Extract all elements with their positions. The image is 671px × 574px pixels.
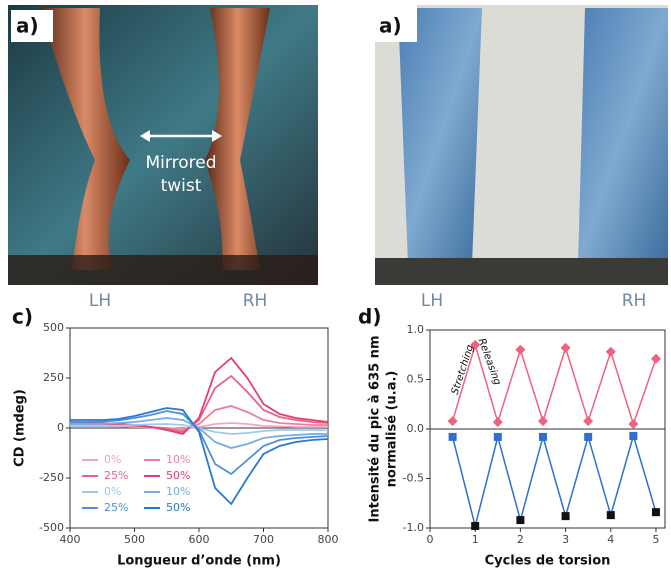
x-tick-label: 0 (427, 533, 434, 546)
y-tick-label: 0 (57, 421, 64, 434)
marker (606, 511, 615, 520)
tag: RH (622, 291, 647, 311)
marker (538, 432, 547, 441)
marker (516, 516, 525, 525)
x-tick-label: 500 (124, 533, 145, 546)
marker (628, 419, 639, 430)
photo-left (8, 5, 318, 285)
marker (560, 342, 571, 353)
marker (584, 432, 593, 441)
series-line (70, 410, 329, 476)
root: a) Mirrored twist LH RH a) LH RH (16, 14, 646, 312)
x-tick-label: 4 (607, 533, 614, 546)
series-line (70, 407, 329, 506)
legend-label: 0% (104, 485, 121, 498)
legend-label: 50% (166, 501, 190, 514)
x-tick-label: 800 (318, 533, 339, 546)
y-tick-label: -1.0 (403, 521, 424, 534)
tag: LH (421, 291, 443, 311)
x-axis-label: Cycles de torsion (485, 554, 611, 569)
marker (493, 432, 502, 441)
marker (492, 417, 503, 428)
marker (537, 416, 548, 427)
marker (448, 432, 457, 441)
panel-label: c) (12, 305, 33, 329)
series-line (451, 342, 657, 427)
y-axis-label: Intensité du pic à 635 nm (368, 336, 383, 523)
series-line (451, 433, 657, 527)
legend-label: 50% (166, 469, 190, 482)
marker (629, 431, 638, 440)
legend-label: 25% (104, 469, 128, 482)
y-tick-label: -500 (39, 521, 64, 534)
annotation: twist (161, 176, 202, 196)
photo-right (375, 5, 668, 285)
x-tick-label: 1 (472, 533, 479, 546)
marker (471, 522, 480, 531)
y-tick-label: 1.0 (407, 323, 425, 336)
legend-label: 0% (104, 453, 121, 466)
y-tick-label: 250 (43, 371, 64, 384)
x-tick-label: 2 (517, 533, 524, 546)
panel-label: a) (379, 14, 402, 38)
y-tick-label: -0.5 (403, 472, 424, 485)
panel-label: a) (16, 14, 39, 38)
tag: LH (89, 291, 111, 311)
y-tick-label: -250 (39, 471, 64, 484)
marker (515, 344, 526, 355)
panel-label: d) (358, 305, 381, 329)
marker (470, 339, 481, 350)
legend-label: 10% (166, 453, 190, 466)
marker (650, 353, 661, 364)
marker (447, 416, 458, 427)
legend-label: 25% (104, 501, 128, 514)
y-tick-label: 0.0 (407, 422, 425, 435)
x-tick-label: 3 (562, 533, 569, 546)
x-tick-label: 400 (60, 533, 81, 546)
tag: RH (243, 291, 268, 311)
marker (651, 508, 660, 517)
marker (561, 512, 570, 521)
annotation: Mirrored (146, 153, 217, 173)
marker (583, 416, 594, 427)
x-tick-label: 600 (189, 533, 210, 546)
y-axis-label: normalisé (u.a.) (385, 371, 400, 488)
x-axis-label: Longueur d’onde (nm) (117, 554, 281, 569)
y-axis-label: CD (mdeg) (13, 389, 28, 467)
legend-label: 10% (166, 485, 190, 498)
y-tick-label: 0.5 (407, 373, 425, 386)
x-tick-label: 5 (652, 533, 659, 546)
x-tick-label: 700 (253, 533, 274, 546)
series-line (70, 417, 328, 449)
y-tick-label: 500 (43, 321, 64, 334)
marker (605, 346, 616, 357)
